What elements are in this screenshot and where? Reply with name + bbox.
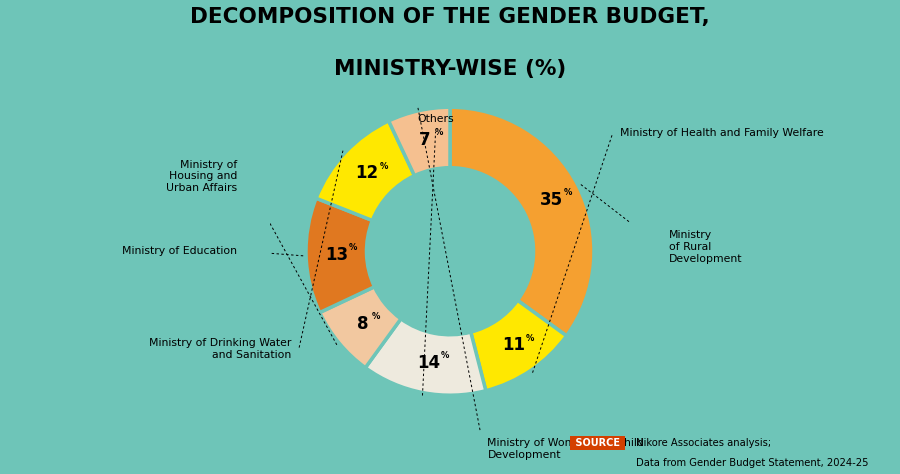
Text: %: % [563,188,572,197]
Wedge shape [389,107,450,176]
Text: Data from Gender Budget Statement, 2024-25: Data from Gender Budget Statement, 2024-… [636,458,868,468]
Text: Ministry of Women and Child
Development: Ministry of Women and Child Development [488,438,644,460]
Text: DECOMPOSITION OF THE GENDER BUDGET,: DECOMPOSITION OF THE GENDER BUDGET, [190,7,710,27]
Wedge shape [306,198,374,312]
Text: 12: 12 [356,164,379,182]
Wedge shape [365,319,486,395]
Wedge shape [320,287,400,368]
Text: 13: 13 [325,246,348,264]
Text: Ministry of Drinking Water
and Sanitation: Ministry of Drinking Water and Sanitatio… [149,338,292,360]
Text: Ministry of Education: Ministry of Education [122,246,237,256]
Text: %: % [379,162,388,171]
Text: Ministry of Health and Family Welfare: Ministry of Health and Family Welfare [620,128,824,138]
Text: 8: 8 [356,315,368,333]
Text: %: % [435,128,443,137]
Text: SOURCE: SOURCE [572,438,623,448]
Text: 35: 35 [540,191,562,209]
Text: %: % [526,334,535,343]
Text: 11: 11 [502,337,526,354]
Text: %: % [372,312,380,321]
Text: Ministry of
Housing and
Urban Affairs: Ministry of Housing and Urban Affairs [166,160,237,193]
Text: Nikore Associates analysis;: Nikore Associates analysis; [636,438,771,448]
Text: %: % [441,351,449,360]
Text: 7: 7 [419,131,431,149]
Wedge shape [471,301,566,391]
Text: MINISTRY-WISE (%): MINISTRY-WISE (%) [334,59,566,79]
Text: Ministry
of Rural
Development: Ministry of Rural Development [669,230,742,264]
Text: %: % [348,243,357,252]
Wedge shape [316,121,414,220]
Text: 14: 14 [417,354,440,372]
Wedge shape [450,107,594,336]
Text: Others: Others [418,115,454,125]
